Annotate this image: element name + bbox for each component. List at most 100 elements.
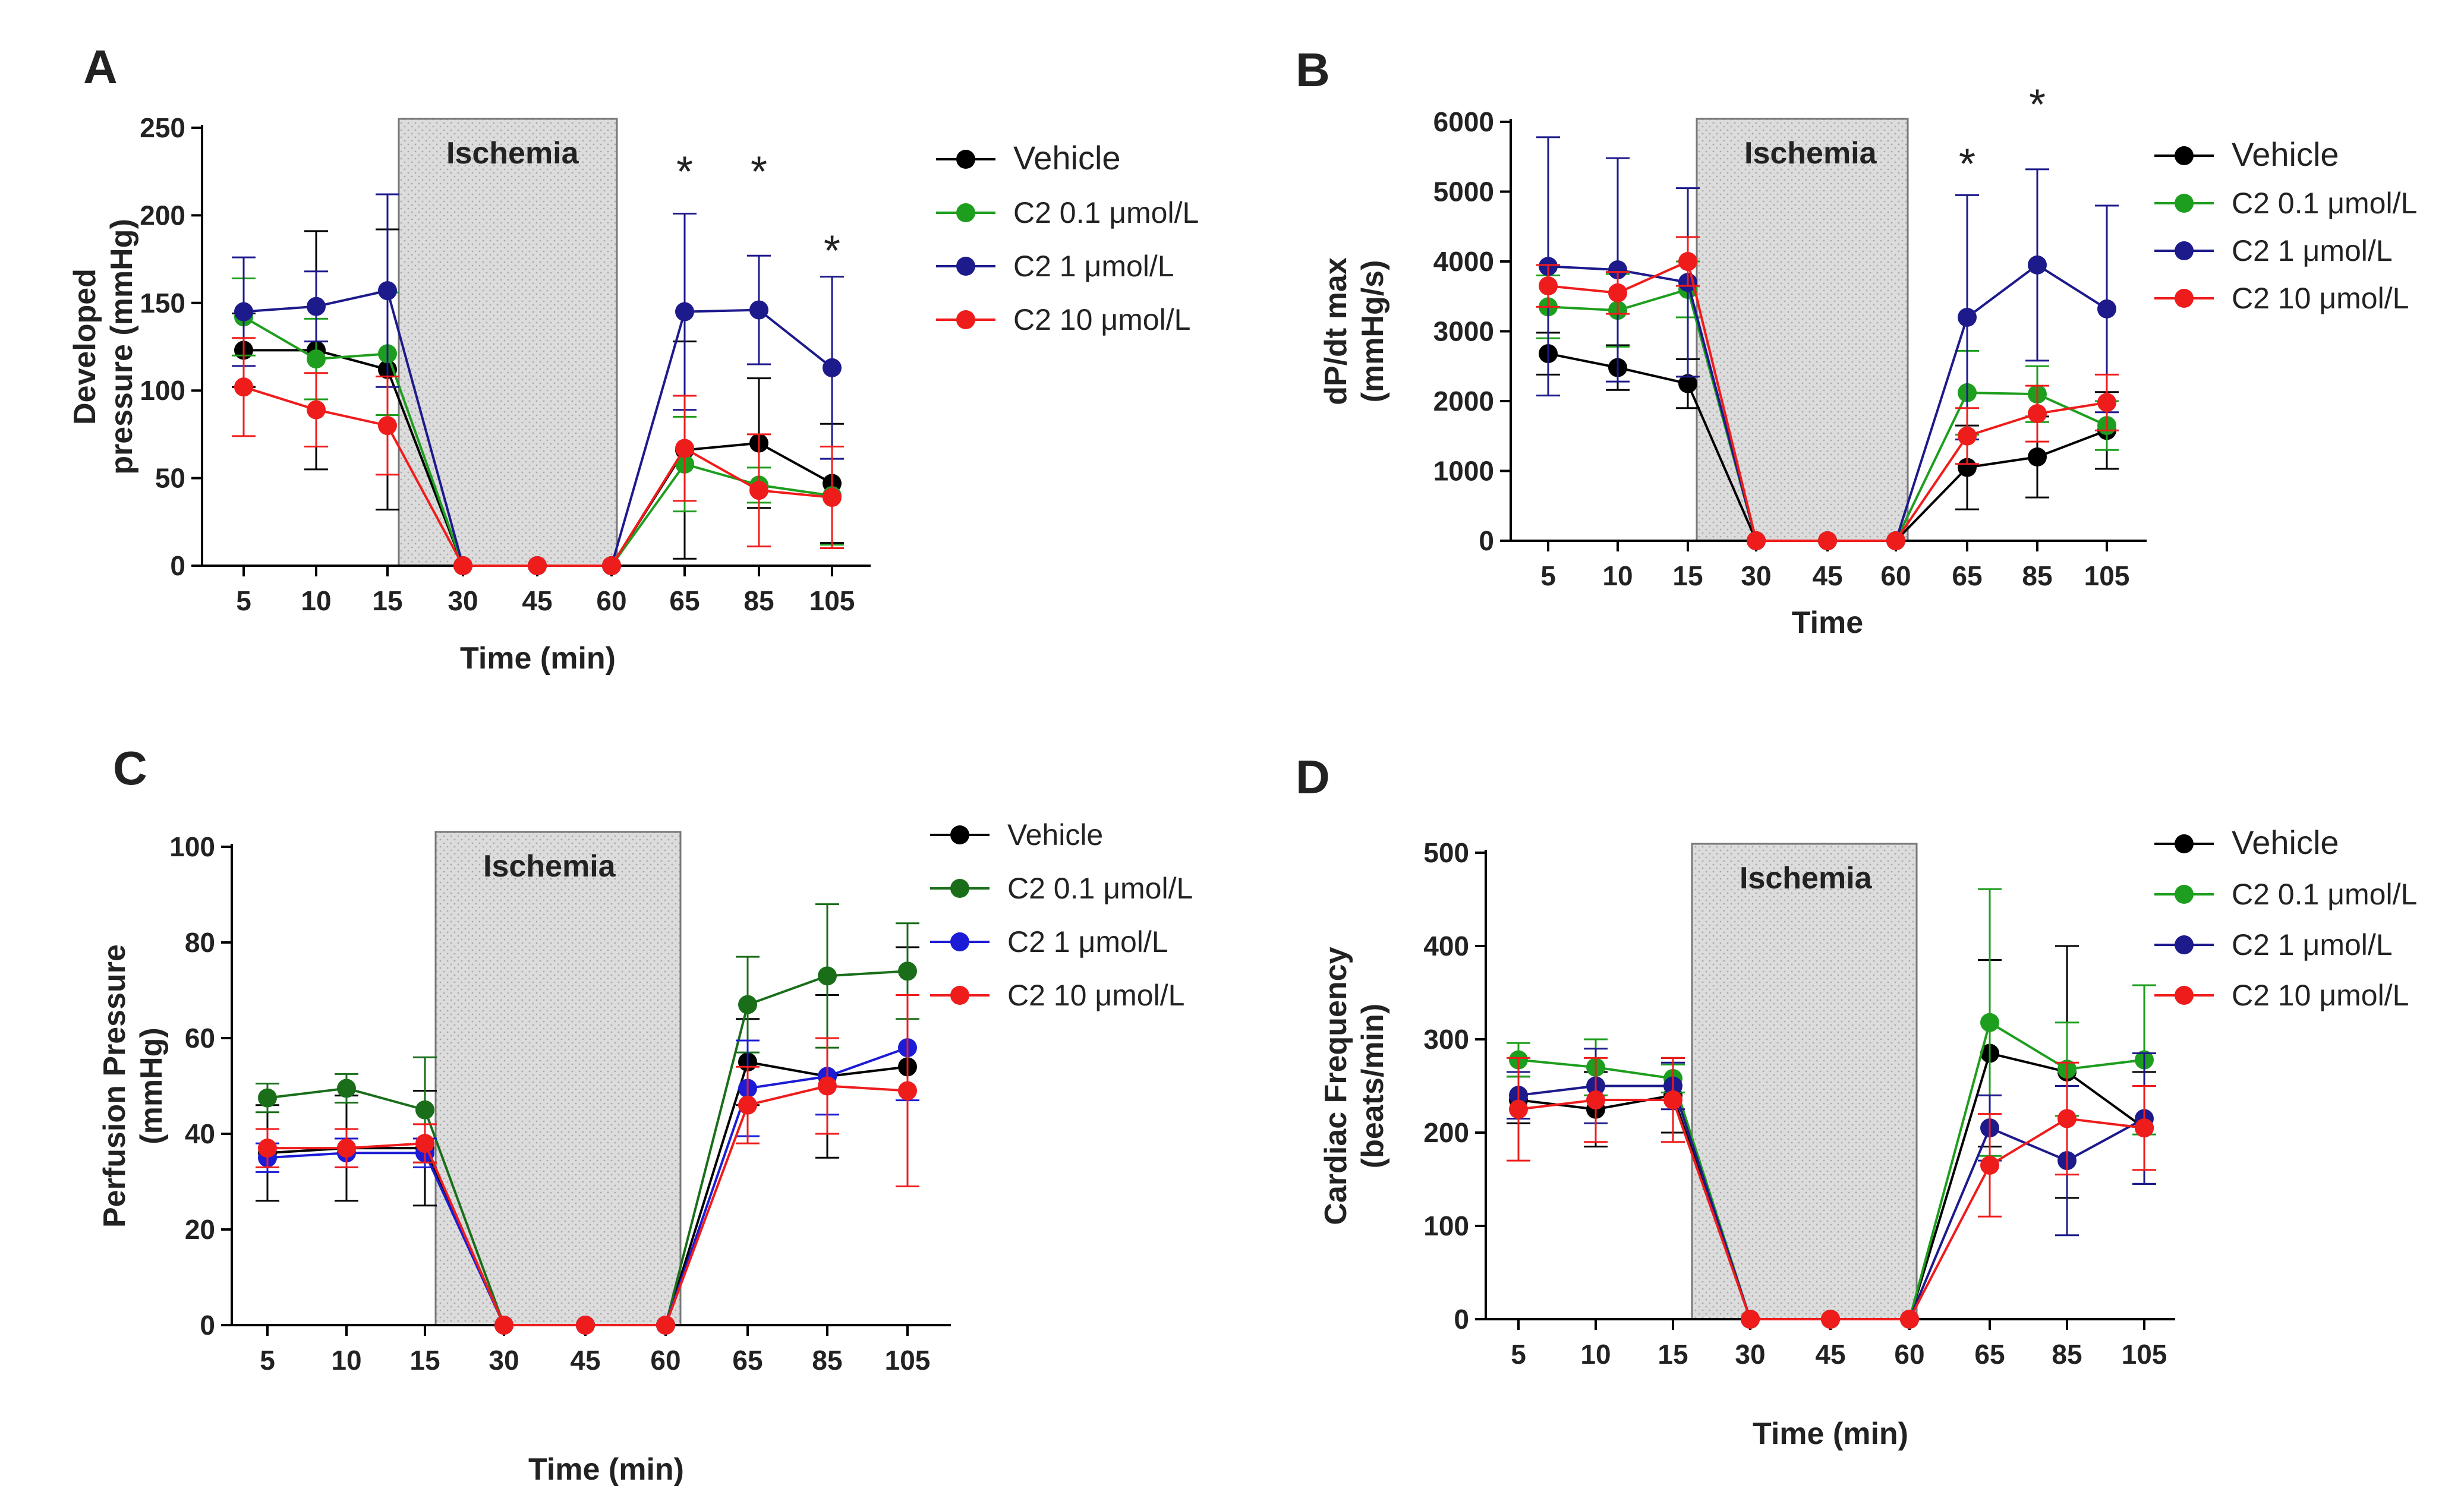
x-tick-label: 60 — [1894, 1339, 1924, 1370]
y-tick-label: 0 — [200, 1310, 215, 1341]
legend-label: C2 0.1 μmol/L — [2232, 187, 2417, 220]
y-tick-label: 5000 — [1433, 176, 1494, 207]
x-tick-label: 10 — [301, 585, 331, 616]
data-point — [337, 1079, 356, 1098]
y-tick-label: 4000 — [1433, 246, 1494, 277]
chart-panel-b: B Ischemia 0 1000 2000 3000 4000 5000 6000 5 10 15 3… — [1296, 43, 2417, 640]
y-tick-label: 400 — [1423, 931, 1469, 961]
x-tick-label: 60 — [650, 1345, 680, 1376]
data-point — [898, 961, 917, 981]
x-tick-label: 85 — [743, 585, 774, 616]
data-point — [307, 400, 326, 420]
data-point — [1980, 1013, 1999, 1032]
data-point — [738, 995, 757, 1014]
data-point — [749, 300, 768, 320]
data-point — [2057, 1109, 2077, 1128]
data-point — [1678, 252, 1697, 271]
legend-label: C2 0.1 μmol/L — [1013, 196, 1199, 229]
legend-label: C2 10 μmol/L — [2232, 979, 2409, 1012]
legend-label: C2 1 μmol/L — [2232, 928, 2393, 961]
y-tick-label: 150 — [140, 288, 185, 319]
data-point — [378, 416, 397, 436]
y-axis-title: Perfusion Pressure(mmHg) — [97, 944, 169, 1228]
x-tick-label: 15 — [1658, 1339, 1688, 1370]
data-point — [415, 1100, 434, 1120]
data-point — [234, 302, 253, 321]
series-3 — [1507, 1057, 2156, 1329]
y-tick-label: 80 — [185, 927, 215, 958]
data-point — [1509, 1099, 1528, 1119]
legend-marker — [956, 310, 975, 329]
data-point — [2028, 255, 2047, 275]
data-point — [1608, 283, 1627, 302]
y-tick-label: 1000 — [1433, 456, 1494, 487]
legend-marker — [950, 825, 969, 844]
data-point — [675, 302, 694, 321]
legend-label: C2 10 μmol/L — [1007, 979, 1184, 1012]
x-tick-label: 30 — [448, 585, 478, 616]
data-point — [234, 377, 253, 397]
x-tick-label: 65 — [1952, 560, 1982, 591]
ischemia-region — [1691, 843, 1918, 1320]
chart-panel-a: A Ischemia 0 50 100 150 200 250 5 10 15 30 45 60 65 85 1… — [68, 40, 1199, 676]
significance-star: * — [676, 149, 693, 196]
legend-marker — [2175, 935, 2194, 954]
data-point — [1608, 260, 1627, 280]
x-tick-label: 105 — [2122, 1339, 2167, 1370]
legend-label: C2 0.1 μmol/L — [2232, 878, 2417, 911]
data-point — [2028, 447, 2047, 466]
y-tick-label: 20 — [185, 1214, 215, 1245]
ischemia-label: Ischemia — [1740, 861, 1873, 896]
y-axis-title: Cardiac Frequency(beats/min) — [1319, 947, 1390, 1225]
x-tick-label: 60 — [1880, 560, 1911, 591]
y-tick-label: 3000 — [1433, 316, 1494, 347]
data-point — [1747, 531, 1766, 550]
x-tick-label: 65 — [1974, 1339, 2005, 1370]
data-point — [818, 966, 837, 986]
legend-label: C2 10 μmol/L — [1013, 303, 1190, 336]
y-axis-title-line: (beats/min) — [1356, 1004, 1390, 1168]
y-tick-label: 0 — [1479, 525, 1494, 556]
legend-marker — [2175, 146, 2194, 165]
data-point — [1586, 1090, 1605, 1110]
y-tick-label: 0 — [1454, 1304, 1469, 1335]
x-axis-title: Time (min) — [460, 641, 616, 676]
x-axis-title: Time (min) — [1753, 1417, 1908, 1451]
x-tick-label: 85 — [812, 1345, 842, 1376]
data-point — [898, 1081, 917, 1101]
data-point — [528, 556, 547, 575]
y-tick-label: 60 — [185, 1023, 215, 1054]
legend-marker — [2175, 885, 2194, 904]
x-tick-label: 85 — [2022, 560, 2052, 591]
legend-marker — [950, 932, 969, 951]
legend-label: C2 1 μmol/L — [1013, 250, 1174, 283]
x-tick-label: 30 — [1741, 560, 1771, 591]
data-point — [415, 1134, 434, 1153]
x-tick-label: 15 — [1672, 560, 1703, 591]
data-point — [1678, 374, 1697, 393]
x-tick-label: 5 — [236, 585, 251, 616]
significance-star: * — [1959, 141, 1975, 188]
data-point — [307, 297, 326, 316]
legend-label: Vehicle — [1013, 139, 1121, 176]
legend-label: C2 10 μmol/L — [2232, 282, 2409, 315]
legend-marker — [2175, 289, 2194, 308]
data-point — [823, 358, 842, 377]
ischemia-label: Ischemia — [446, 136, 579, 171]
data-point — [1980, 1155, 1999, 1175]
x-tick-label: 60 — [596, 585, 626, 616]
ischemia-label: Ischemia — [1744, 136, 1877, 171]
x-tick-label: 105 — [2084, 560, 2130, 591]
data-point — [1818, 531, 1837, 550]
data-point — [602, 556, 621, 575]
legend-label: C2 0.1 μmol/L — [1007, 872, 1193, 905]
panel-letter: B — [1296, 43, 1330, 96]
data-point — [675, 439, 694, 458]
ischemia-region — [1696, 118, 1909, 542]
y-tick-label: 250 — [140, 112, 185, 143]
y-tick-label: 500 — [1423, 837, 1469, 868]
legend-marker — [956, 150, 975, 169]
data-point — [258, 1139, 277, 1158]
x-tick-label: 45 — [522, 585, 552, 616]
data-point — [2135, 1118, 2154, 1138]
